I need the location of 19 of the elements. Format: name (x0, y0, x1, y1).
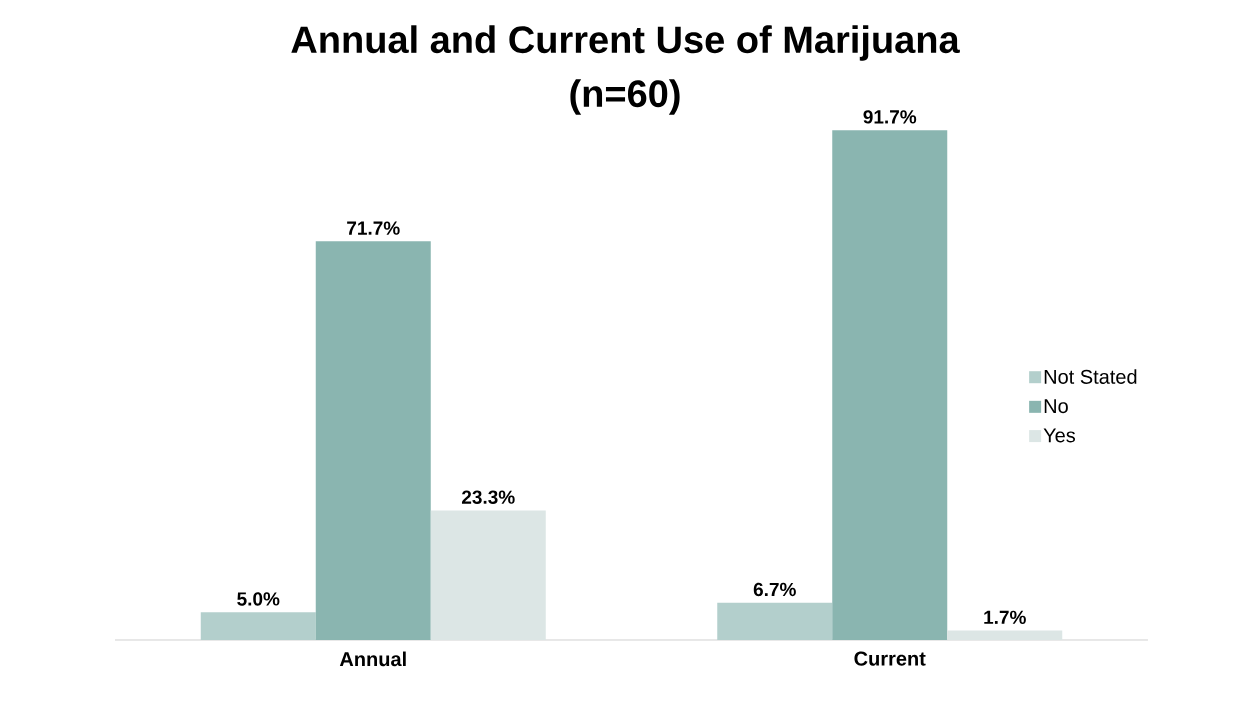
x-tick-label: Annual (339, 651, 406, 667)
data-label: 91.7% (863, 110, 917, 124)
data-label: 5.0% (237, 592, 280, 606)
bar (200, 612, 316, 640)
data-label: 6.7% (753, 582, 796, 597)
x-tick-label: Current (854, 651, 926, 666)
data-label: 1.7% (984, 610, 1026, 624)
legend-label: No (1044, 399, 1068, 414)
chart-subtitle: (n=60) (570, 79, 680, 115)
bar (947, 630, 1063, 640)
legend-label: Yes (1043, 428, 1076, 443)
bar (430, 510, 546, 640)
data-label: 23.3% (461, 490, 515, 504)
data-label: 71.7% (347, 221, 400, 235)
chart-title: Annual and Current Use of Marijuana (291, 25, 960, 61)
bar (717, 602, 833, 640)
legend-label: Not Stated (1044, 369, 1137, 384)
bar (832, 130, 948, 640)
bar (315, 241, 431, 640)
